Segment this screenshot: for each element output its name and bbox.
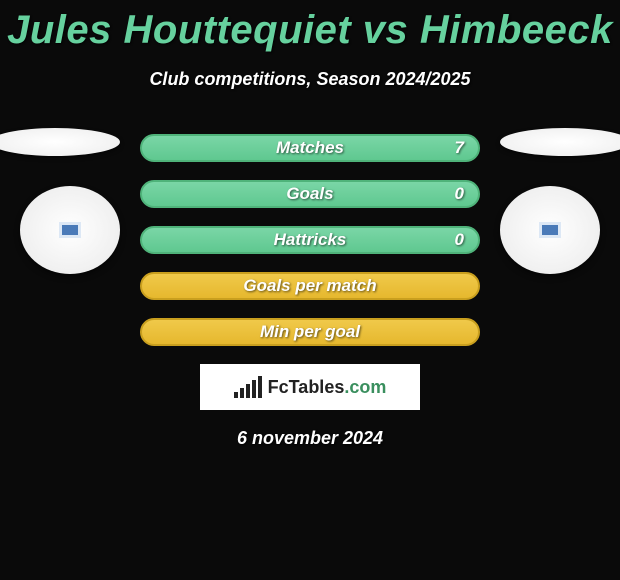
- placeholder-icon: [59, 222, 81, 238]
- logo-box: FcTables.com: [200, 364, 420, 410]
- stat-label: Goals: [286, 184, 333, 204]
- logo-suffix: .com: [344, 377, 386, 398]
- stat-label: Matches: [276, 138, 344, 158]
- subtitle: Club competitions, Season 2024/2025: [0, 69, 620, 90]
- comparison-container: Matches 7 Goals 0 Hattricks 0 Goals per …: [0, 134, 620, 449]
- stat-bar-matches: Matches 7: [140, 134, 480, 162]
- stat-label: Min per goal: [260, 322, 360, 342]
- signal-icon: [234, 376, 262, 398]
- stat-value-right: 7: [455, 138, 464, 158]
- stat-value-right: 0: [455, 184, 464, 204]
- logo-brand: FcTables: [268, 377, 345, 398]
- stat-label: Goals per match: [243, 276, 376, 296]
- player-left-ellipse: [0, 128, 120, 156]
- stat-bar-goals-per-match: Goals per match: [140, 272, 480, 300]
- stat-bar-hattricks: Hattricks 0: [140, 226, 480, 254]
- stat-bars: Matches 7 Goals 0 Hattricks 0 Goals per …: [140, 134, 480, 346]
- date-label: 6 november 2024: [0, 428, 620, 449]
- player-right-ellipse: [500, 128, 620, 156]
- stat-value-right: 0: [455, 230, 464, 250]
- page-title: Jules Houttequiet vs Himbeeck: [0, 0, 620, 53]
- player-left-avatar: [20, 186, 120, 274]
- stat-bar-min-per-goal: Min per goal: [140, 318, 480, 346]
- placeholder-icon: [539, 222, 561, 238]
- stat-label: Hattricks: [274, 230, 347, 250]
- stat-bar-goals: Goals 0: [140, 180, 480, 208]
- player-right-avatar: [500, 186, 600, 274]
